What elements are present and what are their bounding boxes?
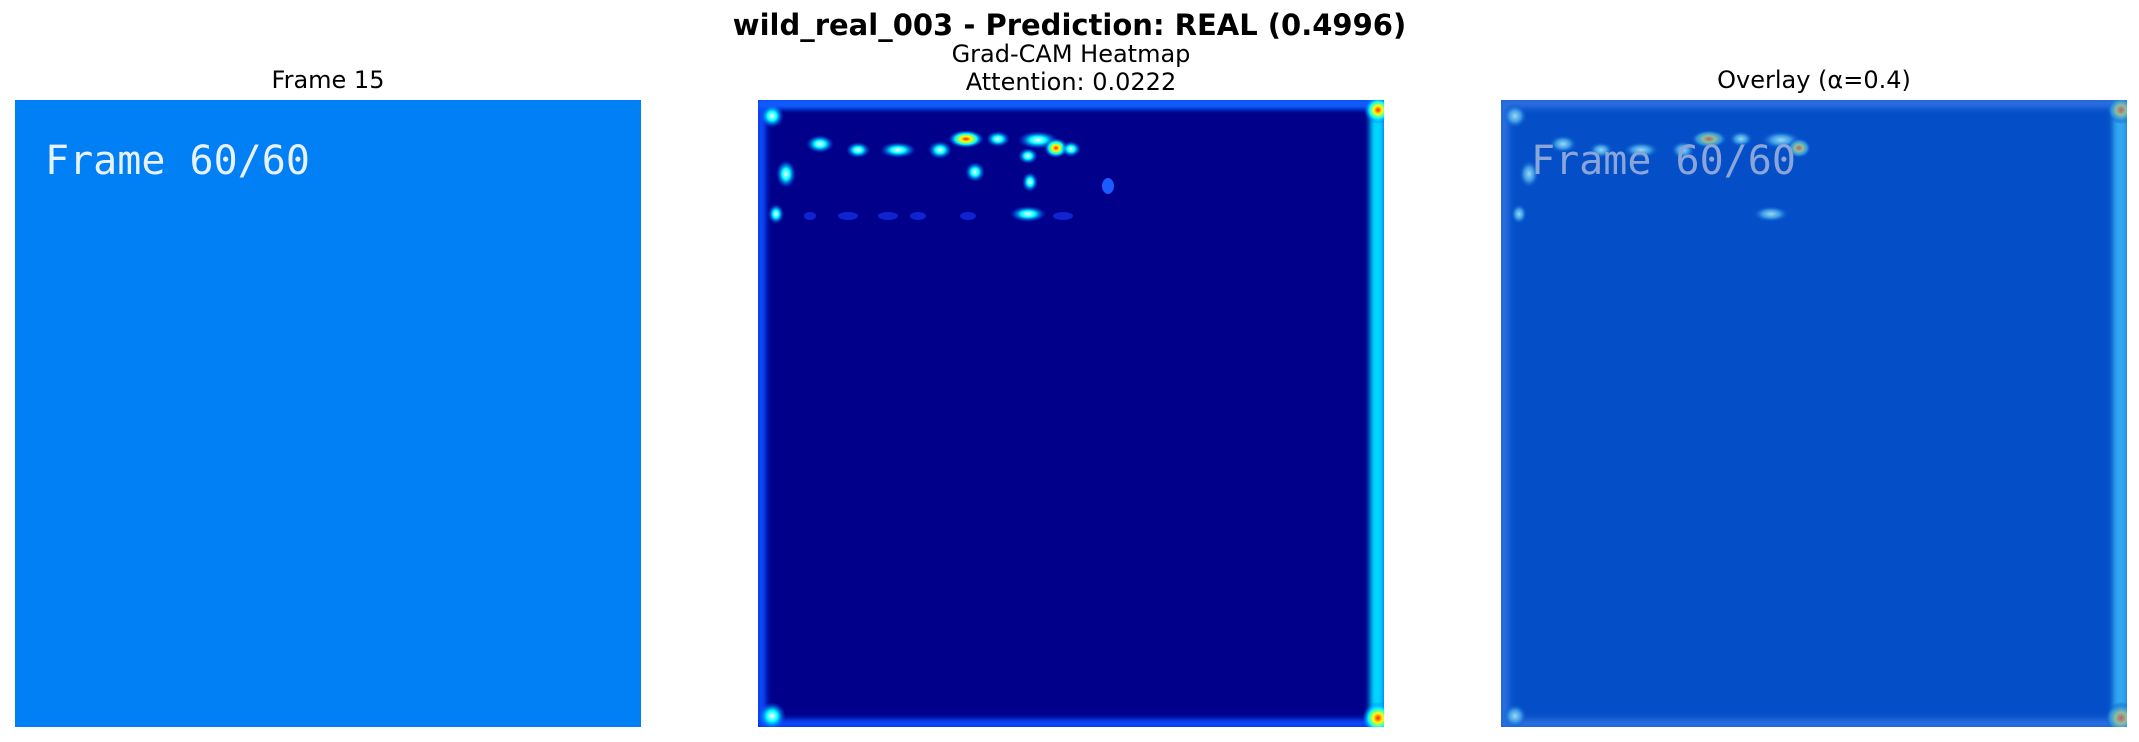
figure-title: wild_real_003 - Prediction: REAL (0.4996… bbox=[732, 8, 1407, 42]
overlay-image: Frame 60/60 bbox=[1501, 100, 2127, 727]
frame-image: Frame 60/60 bbox=[15, 100, 641, 727]
overlay-frame-text: Frame 60/60 bbox=[1531, 138, 1796, 184]
panel-title-heatmap: Grad-CAM Heatmap bbox=[951, 40, 1191, 68]
gradcam-heatmap-image bbox=[758, 100, 1384, 727]
panel-title-frame: Frame 15 bbox=[271, 66, 385, 94]
frame-overlay-text: Frame 60/60 bbox=[45, 138, 310, 184]
panel-title-overlay: Overlay (α=0.4) bbox=[1717, 66, 1911, 94]
panel-subtitle-attention: Attention: 0.0222 bbox=[965, 68, 1177, 96]
